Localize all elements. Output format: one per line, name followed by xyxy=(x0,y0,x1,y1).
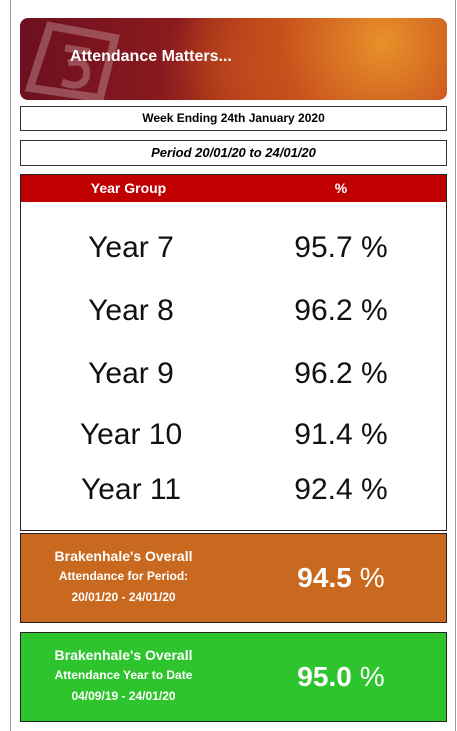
summary-unit: % xyxy=(360,661,385,692)
column-header: Year Group xyxy=(21,175,236,202)
year-group: Year 10 xyxy=(26,418,236,452)
column-header: % xyxy=(236,175,446,202)
period: Period 20/01/20 to 24/01/20 xyxy=(20,140,447,166)
overall-year: Brakenhale's Overall Attendance Year to D… xyxy=(20,632,447,722)
summary-number: 95.0 xyxy=(297,661,352,692)
attendance-value: 96.2 % xyxy=(236,357,446,391)
page: {"header": {"title": "Attendance Matters… xyxy=(0,0,457,731)
summary-label: 20/01/20 - 24/01/20 xyxy=(21,590,226,604)
summary-label: Attendance for Period: xyxy=(21,569,226,583)
summary-label: Attendance Year to Date xyxy=(21,668,226,682)
year-group: Year 8 xyxy=(26,294,236,328)
summary-number: 94.5 xyxy=(297,562,352,593)
summary-label: Brakenhale's Overall xyxy=(21,548,226,564)
summary-value: 95.0% xyxy=(251,661,431,693)
year-group: Year 7 xyxy=(26,231,236,265)
attendance-value: 96.2 % xyxy=(236,294,446,328)
summary-unit: % xyxy=(360,562,385,593)
attendance-value: 91.4 % xyxy=(236,418,446,452)
week-ending: Week Ending 24th January 2020 xyxy=(20,106,447,131)
table-header: Year Group % xyxy=(21,175,446,202)
banner: Attendance Matters... xyxy=(20,18,447,100)
summary-label: 04/09/19 - 24/01/20 xyxy=(21,689,226,703)
summary-label: Brakenhale's Overall xyxy=(21,647,226,663)
attendance-value: 95.7 % xyxy=(236,231,446,265)
year-group: Year 11 xyxy=(26,473,236,507)
summary-value: 94.5% xyxy=(251,562,431,594)
attendance-value: 92.4 % xyxy=(236,473,446,507)
banner-title: Attendance Matters... xyxy=(70,48,232,66)
year-group: Year 9 xyxy=(26,357,236,391)
overall-period: Brakenhale's Overall Attendance for Perio… xyxy=(20,533,447,623)
